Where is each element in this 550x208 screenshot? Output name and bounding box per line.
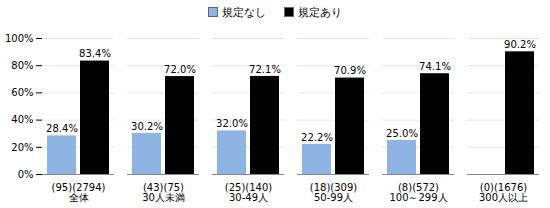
svg-text:22.2%: 22.2% — [301, 132, 333, 143]
svg-text:0%: 0% — [18, 169, 34, 180]
svg-text:(0)(1676)300人以上: (0)(1676)300人以上 — [479, 182, 528, 203]
svg-text:32.0%: 32.0% — [216, 118, 248, 129]
html-text:規定あり: 規定あり — [298, 5, 342, 19]
svg-text:30.2%: 30.2% — [131, 121, 163, 132]
svg-text:(43)(75)30人未満: (43)(75)30人未満 — [142, 182, 185, 203]
svg-text:25.0%: 25.0% — [386, 128, 418, 139]
svg-text:40%: 40% — [11, 114, 33, 125]
svg-text:(95)(2794)全体: (95)(2794)全体 — [52, 182, 106, 203]
svg-text:90.2%: 90.2% — [504, 39, 536, 50]
svg-text:100%: 100% — [5, 33, 34, 44]
svg-text:72.1%: 72.1% — [249, 64, 281, 75]
svg-text:60%: 60% — [11, 87, 33, 98]
svg-text:(8)(572)100～299人: (8)(572)100～299人 — [389, 182, 447, 203]
svg-text:72.0%: 72.0% — [164, 64, 196, 75]
html-text:規定なし: 規定なし — [222, 5, 266, 19]
svg-text:80%: 80% — [11, 60, 33, 71]
svg-text:74.1%: 74.1% — [419, 61, 451, 72]
svg-text:20%: 20% — [11, 142, 33, 153]
svg-text:(18)(309)50-99人: (18)(309)50-99人 — [310, 182, 358, 203]
svg-text:(25)(140)30-49人: (25)(140)30-49人 — [225, 182, 273, 203]
svg-text:28.4%: 28.4% — [46, 123, 78, 134]
svg-text:70.9%: 70.9% — [334, 65, 366, 76]
svg-text:83.4%: 83.4% — [79, 48, 111, 59]
